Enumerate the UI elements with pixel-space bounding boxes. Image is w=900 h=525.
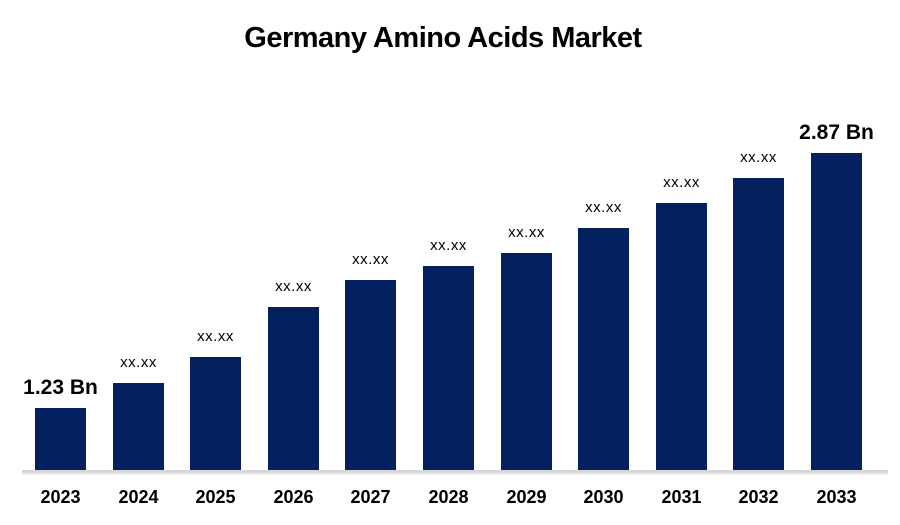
x-axis-label-2025: 2025 — [195, 487, 236, 507]
x-axis-label-2023: 2023 — [40, 487, 81, 507]
x-axis-label-2027: 2027 — [350, 487, 391, 507]
value-label-2026: xx.xx — [275, 278, 312, 295]
bar-2031 — [656, 203, 707, 470]
value-label-2029: xx.xx — [508, 224, 545, 241]
x-axis-label-2031: 2031 — [661, 487, 702, 507]
value-label-2030: xx.xx — [585, 199, 622, 216]
x-axis-label-2030: 2030 — [583, 487, 624, 507]
bar-2025 — [190, 357, 241, 470]
chart-title: Germany Amino Acids Market — [244, 22, 642, 54]
bar-2033 — [811, 153, 862, 470]
value-label-2025: xx.xx — [197, 328, 234, 345]
bar-2026 — [268, 307, 319, 470]
bar-2029 — [501, 253, 552, 470]
value-label-2033: 2.87 Bn — [799, 121, 874, 144]
value-label-2032: xx.xx — [740, 149, 777, 166]
value-label-2024: xx.xx — [120, 354, 157, 371]
bar-2028 — [423, 266, 474, 470]
bar-2024 — [113, 383, 164, 470]
x-axis-label-2024: 2024 — [118, 487, 159, 507]
bar-2027 — [345, 280, 396, 470]
bar-2023 — [35, 408, 86, 470]
x-axis-label-2032: 2032 — [738, 487, 779, 507]
bar-2032 — [733, 178, 784, 470]
x-axis-label-2033: 2033 — [816, 487, 857, 507]
x-axis-line — [22, 470, 888, 475]
x-axis-label-2028: 2028 — [428, 487, 469, 507]
value-label-2028: xx.xx — [430, 237, 467, 254]
x-axis-label-2026: 2026 — [273, 487, 314, 507]
x-axis-label-2029: 2029 — [506, 487, 547, 507]
value-label-2027: xx.xx — [352, 251, 389, 268]
bar-2030 — [578, 228, 629, 470]
value-label-2023: 1.23 Bn — [23, 376, 98, 399]
value-label-2031: xx.xx — [663, 174, 700, 191]
